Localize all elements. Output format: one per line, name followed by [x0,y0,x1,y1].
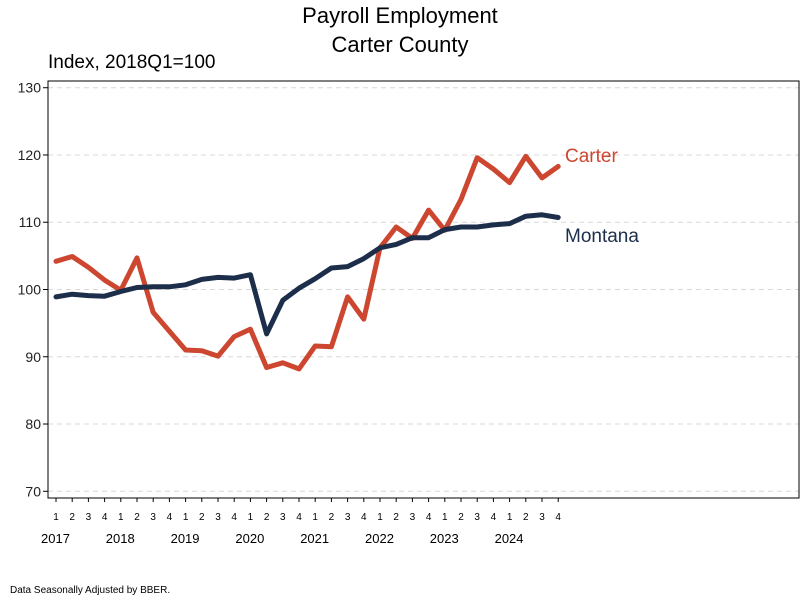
x-tick-label: 1 [248,512,254,523]
x-tick-label: 3 [410,512,416,523]
x-tick-label: 2 [458,512,464,523]
x-tick-label: 2 [264,512,270,523]
x-tick-label: 4 [361,512,367,523]
year-label: 2023 [430,531,459,546]
series-label-carter: Carter [565,146,618,167]
x-tick-label: 2 [393,512,399,523]
x-tick-label: 3 [280,512,286,523]
x-tick-label: 3 [215,512,221,523]
series-line-montana [53,212,561,337]
chart-title: Payroll Employment [302,3,498,28]
x-tick-label: 2 [134,512,140,523]
series-labels: Carter Montana [565,146,639,247]
x-tick-label: 4 [296,512,302,523]
x-tick-label: 4 [426,512,432,523]
x-tick-label: 2 [69,512,75,523]
x-tick-label: 2 [199,512,205,523]
x-tick-label: 3 [539,512,545,523]
x-tick-label: 1 [312,512,318,523]
y-tick-label: 130 [18,80,42,96]
x-tick-label: 4 [555,512,561,523]
x-tick-label: 2 [523,512,529,523]
year-label: 2022 [365,531,394,546]
x-tick-label: 2 [329,512,335,523]
y-tick-label: 120 [18,147,42,163]
x-tick-label: 1 [118,512,124,523]
x-tick-label: 1 [507,512,513,523]
y-axis-label: Index, 2018Q1=100 [48,52,216,73]
x-tick-label: 4 [231,512,237,523]
y-tick-label: 80 [25,416,41,432]
year-label: 2021 [300,531,329,546]
y-tick-label: 90 [25,349,41,365]
x-tick-label: 1 [183,512,189,523]
x-tick-label: 4 [491,512,497,523]
y-tick-label: 70 [25,483,41,499]
x-tick-label: 4 [167,512,173,523]
gridlines [48,87,799,492]
x-tick-label: 1 [442,512,448,523]
y-tick-label: 100 [18,282,42,298]
x-tick-label: 3 [345,512,351,523]
series-line-carter [53,153,561,372]
x-tick-label: 1 [377,512,383,523]
chart-subtitle: Carter County [331,32,469,57]
year-label: 2017 [41,531,70,546]
source-note: Data Seasonally Adjusted by BBER. [10,585,171,596]
year-label: 2019 [171,531,200,546]
series-lines [53,153,561,372]
year-label: 2020 [235,531,264,546]
x-tick-label: 1 [53,512,59,523]
x-tick-label: 3 [150,512,156,523]
y-axis: 70 80 90 100 110 120 130 [18,80,48,499]
x-tick-label: 3 [86,512,92,523]
year-label: 2018 [106,531,135,546]
year-label: 2024 [495,531,524,546]
x-tick-label: 4 [102,512,108,523]
y-tick-label: 110 [19,214,42,230]
x-tick-label: 3 [474,512,480,523]
series-label-montana: Montana [565,226,639,247]
